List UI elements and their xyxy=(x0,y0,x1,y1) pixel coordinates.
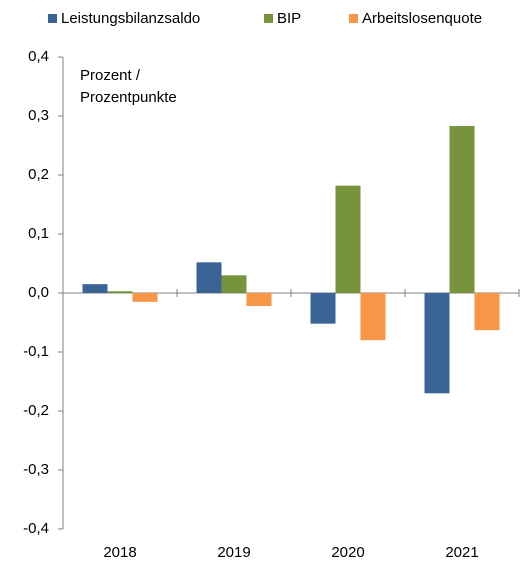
x-tick-label: 2018 xyxy=(103,544,136,561)
bar xyxy=(132,293,158,302)
bar xyxy=(424,293,450,394)
bar xyxy=(82,284,108,293)
x-tick-label: 2019 xyxy=(217,544,250,561)
bar xyxy=(196,262,222,293)
bar xyxy=(246,293,272,306)
legend-label: Arbeitslosenquote xyxy=(362,10,482,27)
y-tick-label: -0,2 xyxy=(23,402,49,419)
y-tick-label: 0,4 xyxy=(28,48,49,65)
x-tick-label: 2021 xyxy=(445,544,478,561)
legend-label: Leistungsbilanzsaldo xyxy=(61,10,200,27)
annotation: Prozentpunkte xyxy=(80,89,177,106)
y-tick-label: 0,3 xyxy=(28,107,49,124)
bar xyxy=(449,126,475,293)
bar xyxy=(360,293,386,341)
x-tick-label: 2020 xyxy=(331,544,364,561)
y-tick-label: -0,3 xyxy=(23,461,49,478)
y-tick-label: 0,1 xyxy=(28,225,49,242)
legend-swatch xyxy=(48,14,57,23)
y-tick-label: -0,4 xyxy=(23,520,49,537)
bar xyxy=(335,185,361,293)
annotation: Prozent / xyxy=(80,67,141,84)
y-tick-label: 0,0 xyxy=(28,284,49,301)
legend-swatch xyxy=(349,14,358,23)
bar xyxy=(221,275,247,293)
y-tick-label: -0,1 xyxy=(23,343,49,360)
bar xyxy=(474,293,500,331)
bar xyxy=(310,293,336,324)
legend-label: BIP xyxy=(277,10,301,27)
y-tick-label: 0,2 xyxy=(28,166,49,183)
legend-swatch xyxy=(264,14,273,23)
bar xyxy=(107,291,133,293)
